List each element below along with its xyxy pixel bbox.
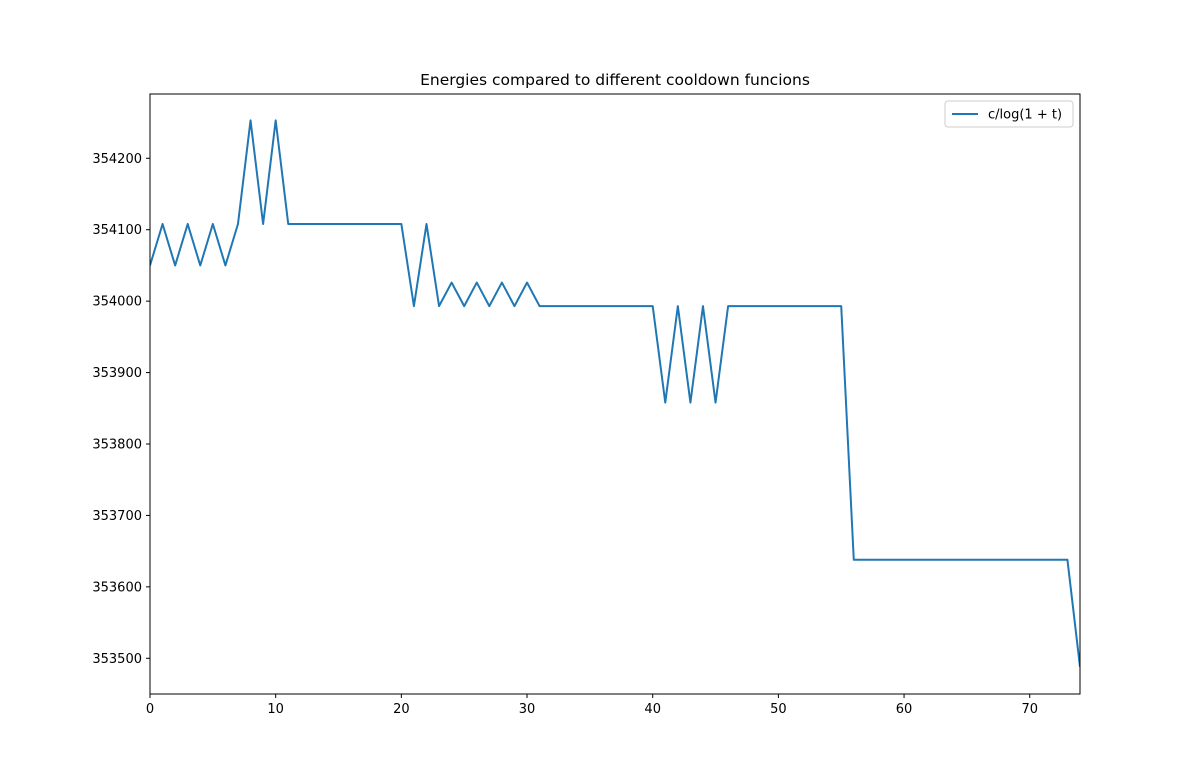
x-tick-label: 70 [1021,702,1038,717]
y-tick-label: 354200 [92,152,142,167]
plot-area [150,119,1080,667]
legend: c/log(1 + t) [944,100,1074,128]
x-tick-label: 40 [644,702,661,717]
x-tick-label: 0 [146,702,154,717]
x-tick-label: 10 [267,702,284,717]
x-tick-label: 60 [896,702,913,717]
y-tick-label: 353700 [92,509,142,524]
y-tick-label: 353800 [92,438,142,453]
y-tick-label: 354000 [92,295,142,310]
y-tick-label: 354100 [92,223,142,238]
axes-frame [149,93,1081,695]
legend-box [944,100,1074,128]
y-tick-label: 353500 [92,652,142,667]
x-tick-label: 50 [770,702,787,717]
y-tick-label: 353900 [92,366,142,381]
chart-title: Energies compared to different cooldown … [420,71,810,89]
y-tick-label: 353600 [92,580,142,595]
axis-ticks: 0 10 20 30 40 50 60 70 353500 353600 353700 353800 3… [92,152,1038,717]
legend-label: c/log(1 + t) [988,108,1062,123]
series-line-0 [150,119,1080,667]
x-tick-label: 20 [393,702,410,717]
x-tick-label: 30 [519,702,536,717]
